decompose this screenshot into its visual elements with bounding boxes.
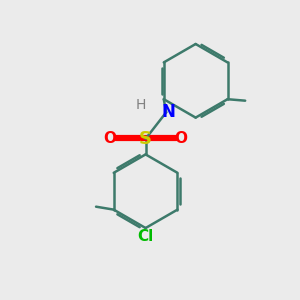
Text: O: O [103,131,116,146]
Text: H: H [135,98,146,112]
Text: N: N [162,103,176,121]
Text: Cl: Cl [137,229,154,244]
Text: S: S [139,130,152,148]
Text: O: O [175,131,188,146]
